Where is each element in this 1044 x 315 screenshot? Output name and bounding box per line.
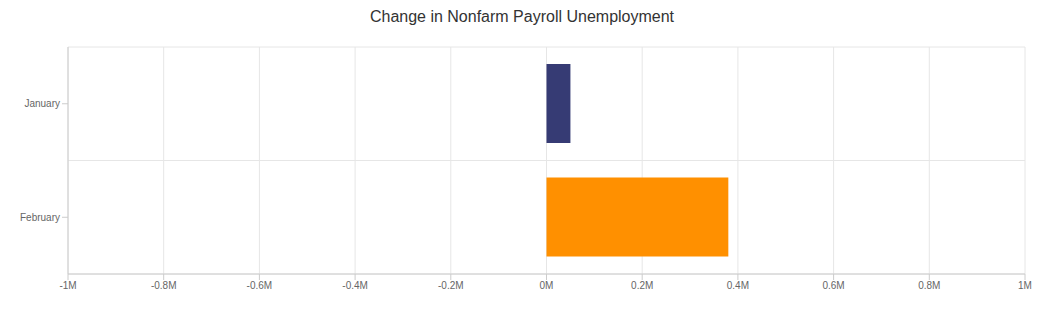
svg-text:-0.2M: -0.2M: [438, 280, 464, 291]
svg-text:-0.8M: -0.8M: [151, 280, 177, 291]
svg-text:-0.6M: -0.6M: [247, 280, 273, 291]
svg-text:0.2M: 0.2M: [631, 280, 653, 291]
svg-text:January: January: [24, 98, 60, 109]
svg-text:0.4M: 0.4M: [727, 280, 749, 291]
html-text:Change in Nonfarm Payroll Unem: Change in Nonfarm Payroll Unemployment: [369, 8, 675, 25]
svg-text:February: February: [20, 212, 60, 223]
svg-text:0M: 0M: [540, 280, 554, 291]
svg-text:-1M: -1M: [59, 280, 76, 291]
svg-text:-0.4M: -0.4M: [342, 280, 368, 291]
svg-text:1M: 1M: [1018, 280, 1032, 291]
svg-text:0.8M: 0.8M: [918, 280, 940, 291]
svg-text:0.6M: 0.6M: [822, 280, 844, 291]
